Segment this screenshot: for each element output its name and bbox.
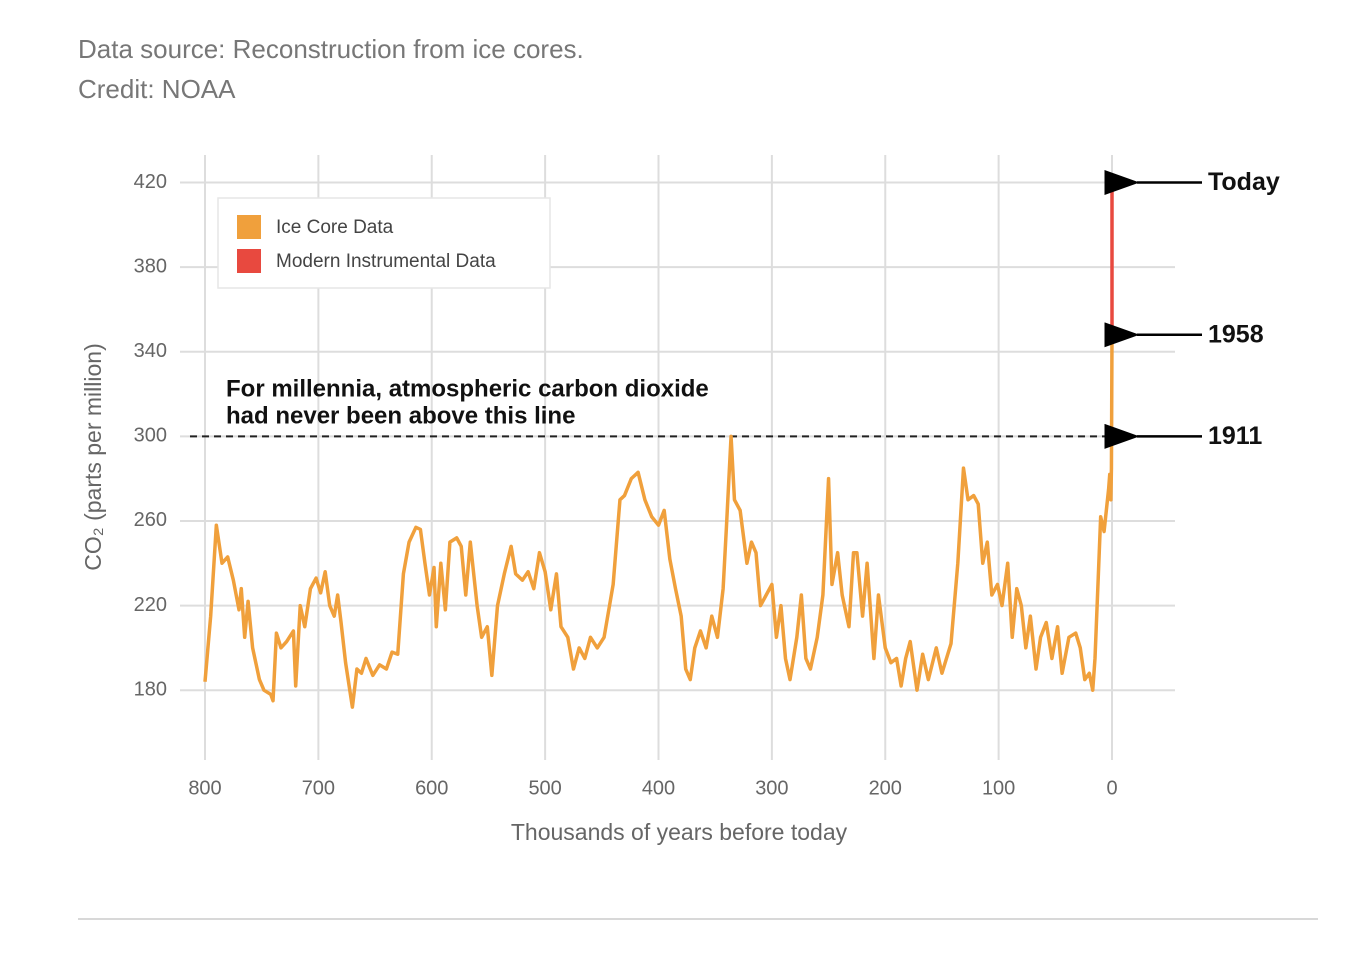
y-tick-label: 180 xyxy=(134,678,167,700)
y-tick-label: 380 xyxy=(134,255,167,277)
legend-box xyxy=(217,197,551,289)
y-tick-label: 420 xyxy=(134,171,167,193)
y-tick-label: 300 xyxy=(134,425,167,447)
x-tick-label: 100 xyxy=(982,777,1015,799)
legend-swatch xyxy=(237,249,261,273)
x-tick-label: 0 xyxy=(1106,777,1117,799)
credit: Credit: NOAA xyxy=(78,74,236,104)
legend-swatch xyxy=(237,215,261,239)
annotation-label: 1958 xyxy=(1208,320,1264,348)
y-tick-label: 340 xyxy=(134,340,167,362)
line-series xyxy=(203,334,1114,709)
x-tick-label: 600 xyxy=(415,777,448,799)
annotation-label: 1911 xyxy=(1208,422,1262,450)
x-tick-label: 700 xyxy=(302,777,335,799)
x-tick-label: 500 xyxy=(528,777,561,799)
y-axis-label: CO₂ (parts per million) xyxy=(80,343,106,570)
x-tick-label: 200 xyxy=(869,777,902,799)
x-tick-label: 400 xyxy=(642,777,675,799)
annotation: had never been above this line xyxy=(226,402,575,429)
annotation-label: Today xyxy=(1208,168,1280,196)
x-axis-label: Thousands of years before today xyxy=(511,819,848,845)
annotation: For millennia, atmospheric carbon dioxid… xyxy=(226,375,709,402)
x-tick-label: 800 xyxy=(188,777,221,799)
y-tick-label: 220 xyxy=(134,594,167,616)
y-tick-label: 260 xyxy=(134,509,167,531)
x-tick-label: 300 xyxy=(755,777,788,799)
legend-label: Ice Core Data xyxy=(276,217,394,238)
legend-label: Modern Instrumental Data xyxy=(276,251,496,272)
source: Data source: Reconstruction from ice cor… xyxy=(78,34,584,64)
